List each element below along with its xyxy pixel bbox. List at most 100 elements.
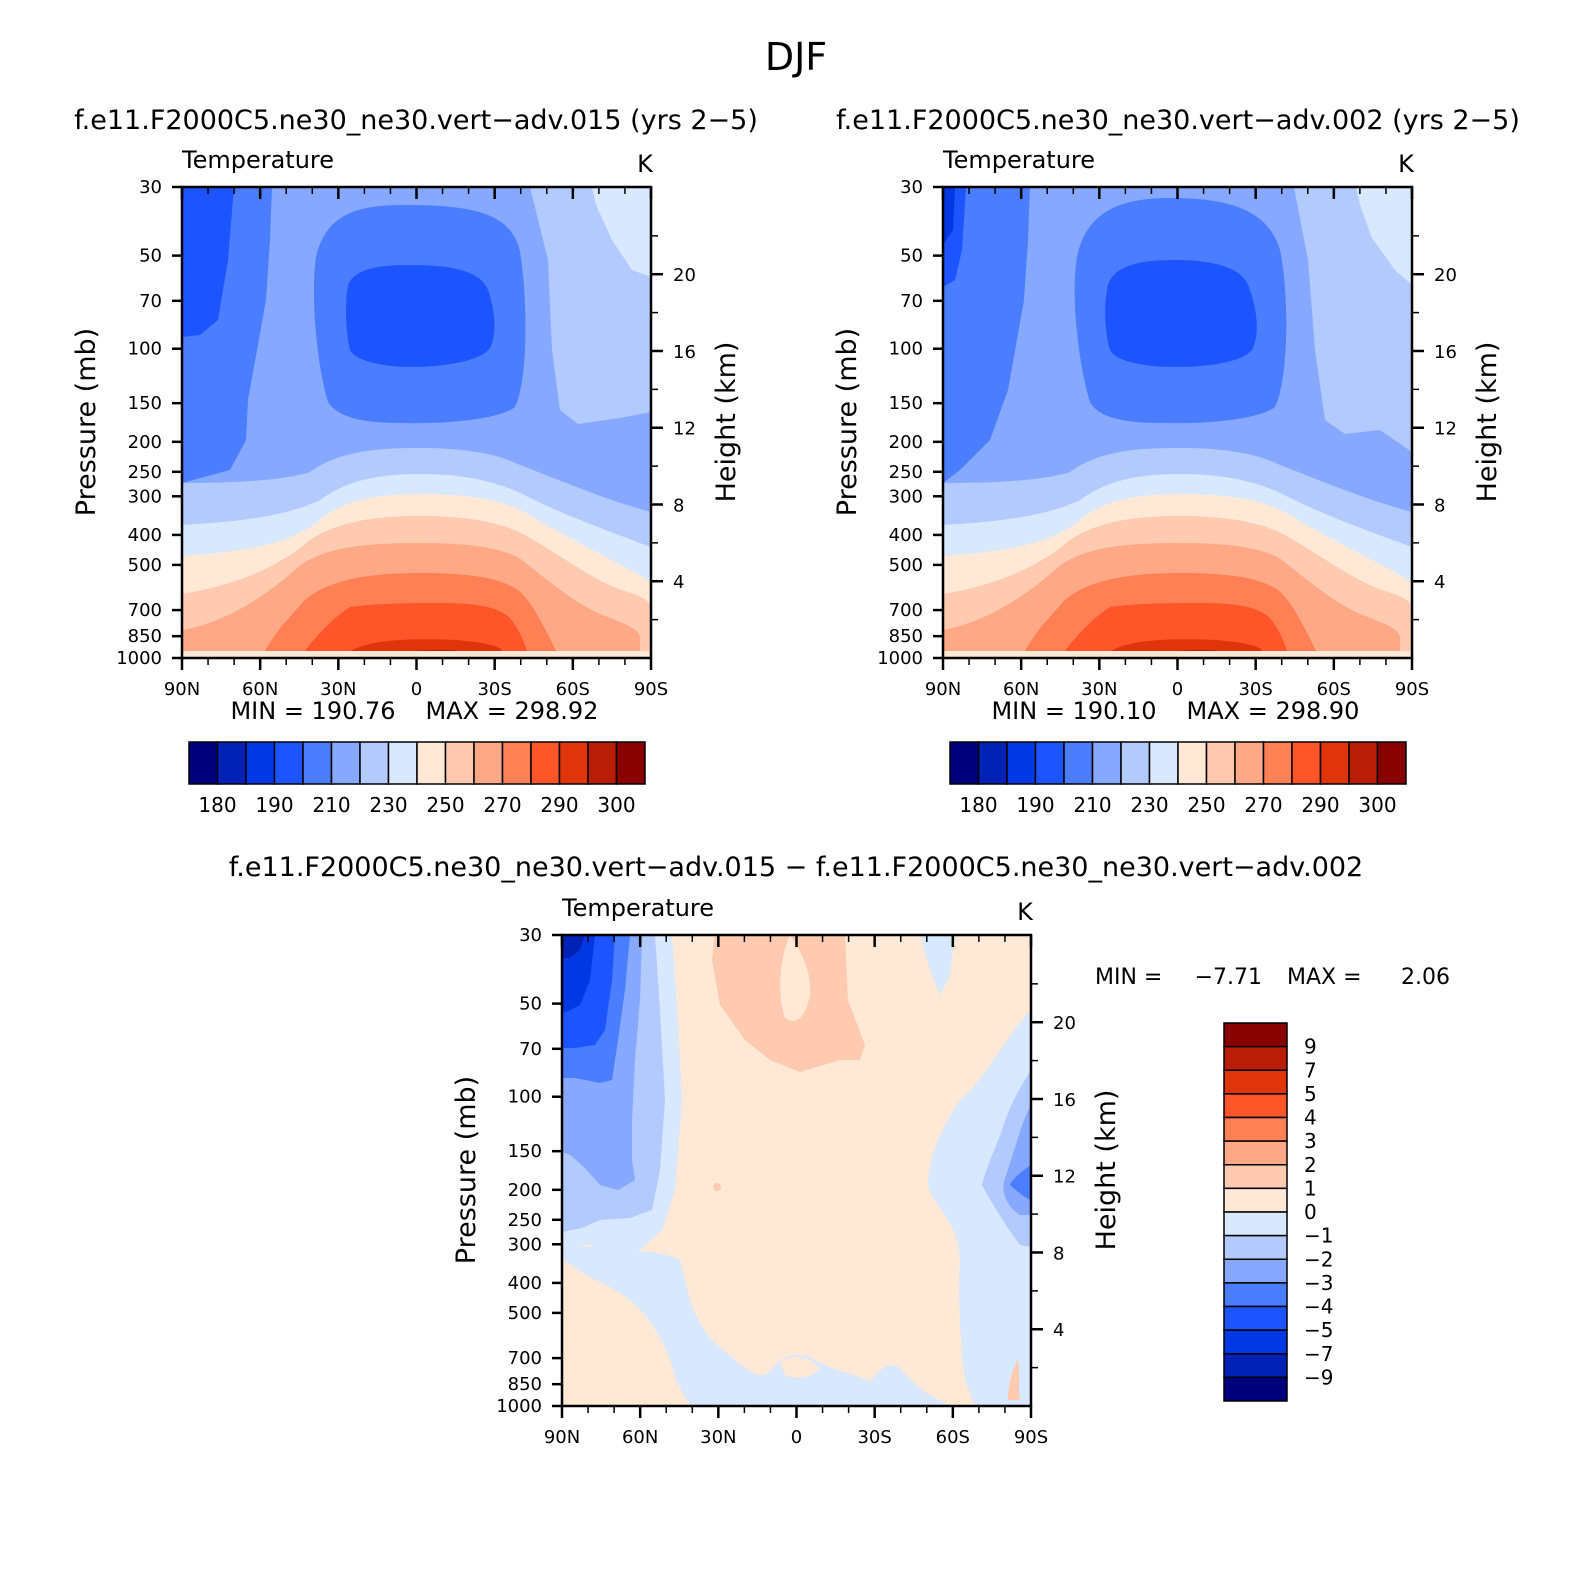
panel-2-colorbar-box bbox=[1063, 741, 1094, 785]
panel-2-band-upper-right bbox=[1294, 187, 1412, 452]
panel-1-colorbar-label: 290 bbox=[540, 793, 578, 817]
panel-3-title: f.e11.F2000C5.ne30_ne30.vert−adv.015 − f… bbox=[229, 852, 1364, 883]
panel-1-colorbar-box bbox=[416, 741, 447, 785]
panel-2-y-tick-label: 70 bbox=[900, 291, 923, 312]
panel-2-y-tick-label: 50 bbox=[900, 246, 923, 267]
panel-3-colorbar-box bbox=[1223, 1116, 1288, 1142]
panel-3-colorbar-box bbox=[1223, 1329, 1288, 1355]
panel-1-band-surface bbox=[182, 651, 651, 658]
panel-3-colorbar-box bbox=[1223, 1093, 1288, 1119]
panel-3-band-pos1-patch bbox=[780, 1356, 820, 1378]
panel-3-band-pos1-dot bbox=[713, 1183, 721, 1191]
panel-3-colorbar-label: −3 bbox=[1304, 1271, 1333, 1295]
panel-2-y2-tick-label: 12 bbox=[1434, 419, 1457, 440]
panel-3-band-neg1-lower-left bbox=[562, 1241, 950, 1406]
panel-3-y-tick-label: 50 bbox=[519, 994, 542, 1015]
panel-3-y-tick-label: 300 bbox=[508, 1234, 542, 1255]
panel-2-colorbar-label: 270 bbox=[1244, 793, 1282, 817]
panel-2-band-top-right bbox=[1356, 187, 1412, 285]
panel-2-x-tick-label: 90N bbox=[925, 679, 961, 700]
panel-2-y-tick-label: 1000 bbox=[877, 648, 923, 669]
panel-2-band-left-deep bbox=[943, 187, 955, 245]
panel-2-colorbar-box bbox=[1148, 741, 1179, 785]
panel-1-x-tick-label: 30S bbox=[477, 679, 511, 700]
panel-1-y2-tick-label: 20 bbox=[673, 265, 696, 286]
panel-1-colorbar-label: 300 bbox=[597, 793, 635, 817]
panel-3-colorbar-box bbox=[1223, 1353, 1288, 1379]
panel-2-band-left-column bbox=[943, 187, 1030, 483]
panel-2-max-label: MAX = 298.90 bbox=[1187, 697, 1360, 725]
panel-2-colorbar-box bbox=[949, 741, 980, 785]
panel-3-colorbar-label: 9 bbox=[1304, 1035, 1317, 1059]
panel-2-colorbar-label: 210 bbox=[1073, 793, 1111, 817]
panel-1-units: K bbox=[637, 150, 654, 178]
panel-3-y-tick-label: 1000 bbox=[496, 1396, 542, 1417]
panel-3-x-tick-label: 60N bbox=[622, 1427, 658, 1448]
panel-3-colorbar-box bbox=[1223, 1022, 1288, 1048]
panel-1-colorbar-box bbox=[501, 741, 532, 785]
panel-3-x-tick-label: 60S bbox=[936, 1427, 970, 1448]
panel-2-y-tick-label: 250 bbox=[889, 462, 923, 483]
panel-2-colorbar-label: 250 bbox=[1187, 793, 1225, 817]
panel-3-band-neg9-corner bbox=[562, 935, 585, 958]
panel-1-band-tropical-core bbox=[345, 265, 495, 367]
panel-2-y-tick-label: 100 bbox=[889, 339, 923, 360]
panel-1-colorbar-box bbox=[302, 741, 333, 785]
panel-3-colorbar-box bbox=[1223, 1164, 1288, 1190]
panel-3-y-tick-label: 250 bbox=[508, 1210, 542, 1231]
panel-2-x-tick-label: 60N bbox=[1003, 679, 1039, 700]
panel-2-colorbar-label: 300 bbox=[1358, 793, 1396, 817]
panel-3-subtitle: Temperature bbox=[561, 894, 714, 922]
panel-2-colorbar-box bbox=[1291, 741, 1322, 785]
panel-2-x-tick-label: 60S bbox=[1317, 679, 1351, 700]
panel-3-ylabel-right: Height (km) bbox=[1091, 1090, 1122, 1251]
panel-2-ylabel-right: Height (km) bbox=[1472, 342, 1503, 503]
panel-2-colorbar-box bbox=[1348, 741, 1379, 785]
panel-1-y2-tick-label: 4 bbox=[673, 572, 684, 593]
panel-1-band-left-core bbox=[182, 187, 234, 337]
panel-2-y-tick-label: 300 bbox=[889, 486, 923, 507]
panel-1: Temperature K 90N 60N 30N 0 30S 60S 90S 30 50 70 1… bbox=[71, 146, 742, 817]
panel-1-min-label: MIN = 190.76 bbox=[230, 697, 395, 725]
panel-3-colorbar-label: −2 bbox=[1304, 1247, 1333, 1271]
panel-3-y-tick-label: 150 bbox=[508, 1141, 542, 1162]
panel-1-y2-tick-label: 8 bbox=[673, 495, 684, 516]
panel-3-colorbar-label: −4 bbox=[1304, 1295, 1333, 1319]
panel-3-colorbar-label: −9 bbox=[1304, 1365, 1333, 1389]
panel-2-y-tick-label: 500 bbox=[889, 555, 923, 576]
panel-3-band-neg1-right bbox=[920, 935, 955, 995]
panel-2-contour-field bbox=[943, 187, 1412, 658]
panel-1-colorbar-label: 230 bbox=[369, 793, 407, 817]
panel-1-colorbar-box bbox=[188, 741, 219, 785]
panel-3-contour-field bbox=[562, 935, 1031, 1406]
panel-3-y-tick-label: 70 bbox=[519, 1039, 542, 1060]
panel-3-y2-tick-label: 20 bbox=[1053, 1013, 1076, 1034]
panel-1-y2-tick-label: 12 bbox=[673, 419, 696, 440]
figure-title: DJF bbox=[765, 35, 827, 79]
panel-2-colorbar-label: 180 bbox=[959, 793, 997, 817]
panel-2-colorbar-box bbox=[1262, 741, 1293, 785]
panel-2-y-tick-label: 200 bbox=[889, 432, 923, 453]
panel-1-y-tick-label: 250 bbox=[128, 462, 162, 483]
panel-2-subtitle: Temperature bbox=[942, 146, 1095, 174]
panel-1-colorbar-box bbox=[273, 741, 304, 785]
panel-1-x-tick-label: 90N bbox=[164, 679, 200, 700]
panel-2-colorbar-label: 190 bbox=[1016, 793, 1054, 817]
panel-1-colorbar-box bbox=[245, 741, 276, 785]
panel-1-colorbar-box bbox=[530, 741, 561, 785]
panel-1-colorbar-box bbox=[587, 741, 618, 785]
panel-1-y-tick-label: 300 bbox=[128, 486, 162, 507]
panel-2-units: K bbox=[1398, 150, 1415, 178]
panel-2-colorbar-label: 230 bbox=[1130, 793, 1168, 817]
panel-3-y-tick-label: 700 bbox=[508, 1348, 542, 1369]
panel-1-colorbar-box bbox=[558, 741, 589, 785]
panel-1-x-tick-label: 90S bbox=[634, 679, 668, 700]
panel-3-colorbar-box bbox=[1223, 1234, 1288, 1260]
panel-1-y-tick-label: 30 bbox=[139, 177, 162, 198]
panel-1-colorbar-box bbox=[615, 741, 646, 785]
panel-1-colorbar-label: 190 bbox=[255, 793, 293, 817]
panel-2-colorbar-box bbox=[1319, 741, 1350, 785]
panel-2-y-tick-label: 150 bbox=[889, 393, 923, 414]
panel-3-colorbar-box bbox=[1223, 1187, 1288, 1213]
